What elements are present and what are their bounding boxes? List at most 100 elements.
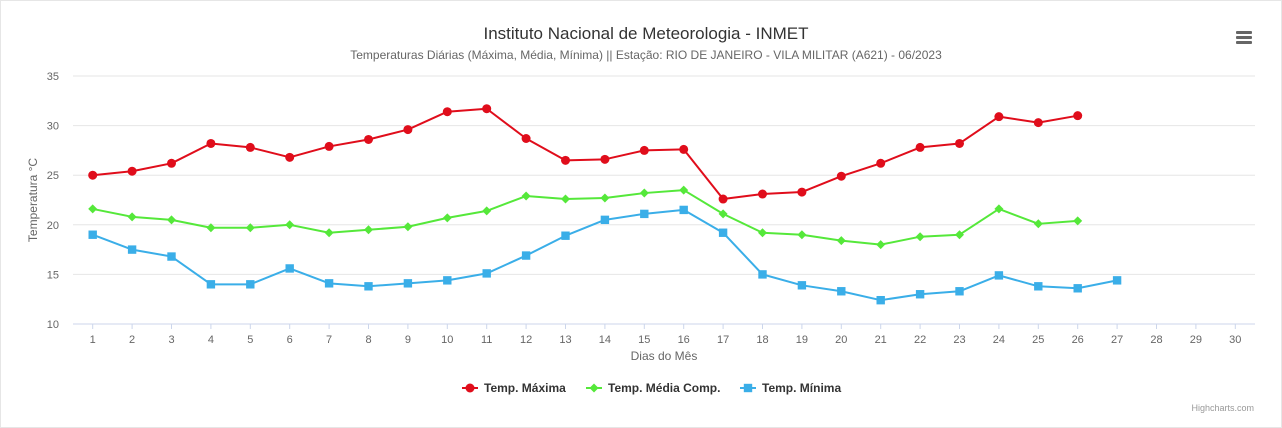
data-point[interactable] bbox=[403, 125, 413, 135]
series-temp-maxima bbox=[88, 104, 1083, 204]
data-point[interactable] bbox=[1112, 276, 1122, 285]
data-point[interactable] bbox=[876, 295, 885, 305]
data-point[interactable] bbox=[915, 290, 925, 299]
data-point[interactable] bbox=[561, 231, 570, 240]
data-point[interactable] bbox=[324, 279, 334, 288]
x-tick-label: 30 bbox=[1229, 334, 1241, 346]
data-point[interactable] bbox=[285, 220, 295, 230]
data-point[interactable] bbox=[364, 225, 373, 235]
data-point[interactable] bbox=[955, 230, 964, 240]
data-point[interactable] bbox=[245, 223, 255, 233]
data-point[interactable] bbox=[403, 279, 413, 288]
y-tick-label: 35 bbox=[47, 71, 59, 83]
data-point[interactable] bbox=[403, 222, 413, 232]
legend-marker[interactable] bbox=[743, 383, 753, 393]
legend-item-temp-maxima[interactable]: Temp. Máxima bbox=[462, 381, 566, 395]
data-point[interactable] bbox=[1033, 219, 1043, 229]
data-point[interactable] bbox=[915, 232, 925, 242]
data-point[interactable] bbox=[88, 230, 97, 239]
data-point[interactable] bbox=[442, 213, 452, 223]
data-point[interactable] bbox=[837, 287, 846, 296]
data-point[interactable] bbox=[127, 212, 137, 222]
data-point[interactable] bbox=[482, 206, 492, 216]
data-point[interactable] bbox=[1033, 118, 1043, 128]
data-point[interactable] bbox=[443, 276, 452, 285]
data-point[interactable] bbox=[836, 171, 846, 181]
data-point[interactable] bbox=[285, 152, 295, 162]
data-point[interactable] bbox=[206, 280, 216, 289]
data-point[interactable] bbox=[442, 107, 452, 117]
data-point[interactable] bbox=[127, 245, 137, 254]
data-point[interactable] bbox=[245, 142, 255, 152]
data-point[interactable] bbox=[718, 194, 728, 204]
data-point[interactable] bbox=[561, 194, 570, 204]
data-point[interactable] bbox=[206, 138, 216, 148]
data-point[interactable] bbox=[679, 185, 689, 195]
data-point[interactable] bbox=[324, 141, 334, 151]
data-point[interactable] bbox=[1073, 216, 1083, 226]
data-point[interactable] bbox=[639, 188, 649, 198]
data-point[interactable] bbox=[679, 144, 689, 154]
data-point[interactable] bbox=[876, 240, 886, 250]
data-point[interactable] bbox=[915, 142, 925, 152]
data-point[interactable] bbox=[758, 189, 767, 199]
data-point[interactable] bbox=[88, 170, 98, 180]
data-point[interactable] bbox=[758, 270, 767, 279]
data-point[interactable] bbox=[994, 112, 1004, 122]
data-point[interactable] bbox=[561, 155, 570, 165]
data-point[interactable] bbox=[955, 138, 964, 148]
legend-label[interactable]: Temp. Máxima bbox=[484, 381, 566, 395]
data-point[interactable] bbox=[994, 204, 1004, 214]
data-point[interactable] bbox=[521, 133, 531, 143]
x-tick-label: 24 bbox=[993, 334, 1005, 346]
legend-item-temp-minima[interactable]: Temp. Mínima bbox=[740, 381, 841, 395]
legend-label[interactable]: Temp. Mínima bbox=[762, 381, 841, 395]
data-point[interactable] bbox=[876, 158, 886, 168]
data-point[interactable] bbox=[639, 145, 649, 155]
data-point[interactable] bbox=[167, 158, 176, 168]
data-point[interactable] bbox=[167, 215, 176, 225]
hamburger-menu-icon[interactable] bbox=[1236, 31, 1252, 44]
data-point[interactable] bbox=[285, 264, 294, 273]
context-menu-button[interactable] bbox=[1230, 26, 1258, 48]
data-point[interactable] bbox=[718, 209, 728, 219]
data-point[interactable] bbox=[88, 204, 98, 214]
data-point[interactable] bbox=[1073, 111, 1083, 121]
data-point[interactable] bbox=[797, 187, 807, 197]
series-temp-media-comp bbox=[88, 185, 1083, 250]
data-point[interactable] bbox=[600, 215, 610, 225]
data-point[interactable] bbox=[324, 228, 334, 238]
legend-label[interactable]: Temp. Média Comp. bbox=[608, 381, 720, 395]
data-point[interactable] bbox=[797, 281, 807, 290]
credits-link[interactable]: Highcharts.com bbox=[1191, 403, 1254, 413]
data-point[interactable] bbox=[521, 251, 531, 260]
data-point[interactable] bbox=[797, 230, 807, 240]
data-point[interactable] bbox=[246, 280, 255, 289]
data-point[interactable] bbox=[364, 282, 373, 291]
data-point[interactable] bbox=[482, 104, 492, 114]
data-point[interactable] bbox=[679, 205, 688, 215]
data-point[interactable] bbox=[640, 209, 649, 219]
data-point[interactable] bbox=[994, 271, 1004, 280]
data-point[interactable] bbox=[1034, 282, 1043, 291]
x-tick-label: 23 bbox=[953, 334, 965, 346]
legend-marker[interactable] bbox=[589, 383, 599, 393]
series-line bbox=[91, 107, 1079, 201]
data-point[interactable] bbox=[758, 228, 767, 238]
data-point[interactable] bbox=[206, 223, 216, 233]
data-point[interactable] bbox=[127, 166, 137, 176]
legend-item-temp-media-comp[interactable]: Temp. Média Comp. bbox=[586, 381, 720, 395]
data-point[interactable] bbox=[167, 252, 176, 261]
data-point[interactable] bbox=[364, 134, 373, 144]
data-point[interactable] bbox=[955, 287, 964, 296]
legend-marker[interactable] bbox=[465, 383, 475, 393]
data-point[interactable] bbox=[836, 236, 846, 246]
data-point[interactable] bbox=[1073, 284, 1082, 293]
data-point[interactable] bbox=[718, 228, 728, 237]
data-point[interactable] bbox=[600, 154, 610, 164]
data-point[interactable] bbox=[521, 191, 531, 201]
x-tick-label: 10 bbox=[441, 334, 453, 346]
data-point[interactable] bbox=[482, 269, 491, 278]
x-tick-label: 8 bbox=[365, 334, 371, 346]
data-point[interactable] bbox=[600, 193, 610, 203]
